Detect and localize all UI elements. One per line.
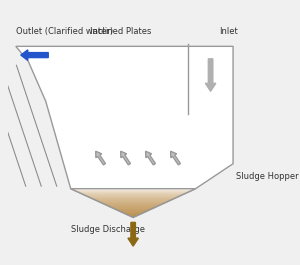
FancyArrow shape bbox=[146, 151, 155, 165]
Polygon shape bbox=[126, 214, 141, 215]
FancyArrow shape bbox=[96, 151, 106, 165]
Polygon shape bbox=[78, 192, 188, 193]
Polygon shape bbox=[131, 216, 136, 217]
Polygon shape bbox=[107, 205, 159, 206]
Polygon shape bbox=[124, 213, 142, 214]
FancyArrow shape bbox=[21, 50, 48, 60]
Text: Inlet: Inlet bbox=[219, 27, 238, 36]
FancyArrow shape bbox=[128, 222, 138, 246]
Polygon shape bbox=[111, 207, 156, 208]
Text: Inclined Plates: Inclined Plates bbox=[90, 27, 152, 36]
Polygon shape bbox=[104, 204, 162, 205]
Polygon shape bbox=[72, 189, 194, 190]
Polygon shape bbox=[102, 203, 164, 204]
Polygon shape bbox=[85, 195, 182, 196]
Polygon shape bbox=[98, 201, 168, 202]
Polygon shape bbox=[16, 46, 233, 217]
FancyArrow shape bbox=[205, 59, 216, 91]
Polygon shape bbox=[89, 197, 177, 198]
Polygon shape bbox=[92, 198, 174, 199]
Polygon shape bbox=[116, 209, 151, 210]
Text: Outlet (Clarified water): Outlet (Clarified water) bbox=[16, 27, 113, 36]
Polygon shape bbox=[110, 206, 157, 207]
Polygon shape bbox=[128, 215, 138, 216]
Text: Sludge Hopper: Sludge Hopper bbox=[236, 172, 298, 181]
FancyArrow shape bbox=[121, 151, 130, 165]
Polygon shape bbox=[76, 191, 190, 192]
Polygon shape bbox=[101, 202, 166, 203]
Polygon shape bbox=[122, 212, 144, 213]
Polygon shape bbox=[73, 190, 193, 191]
Polygon shape bbox=[113, 208, 153, 209]
Text: Sludge Discharge: Sludge Discharge bbox=[71, 225, 145, 234]
Polygon shape bbox=[87, 196, 179, 197]
FancyArrow shape bbox=[171, 151, 180, 165]
Polygon shape bbox=[119, 211, 147, 212]
Polygon shape bbox=[118, 210, 148, 211]
Polygon shape bbox=[96, 200, 171, 201]
Polygon shape bbox=[93, 199, 173, 200]
Polygon shape bbox=[81, 193, 186, 194]
Polygon shape bbox=[82, 194, 184, 195]
